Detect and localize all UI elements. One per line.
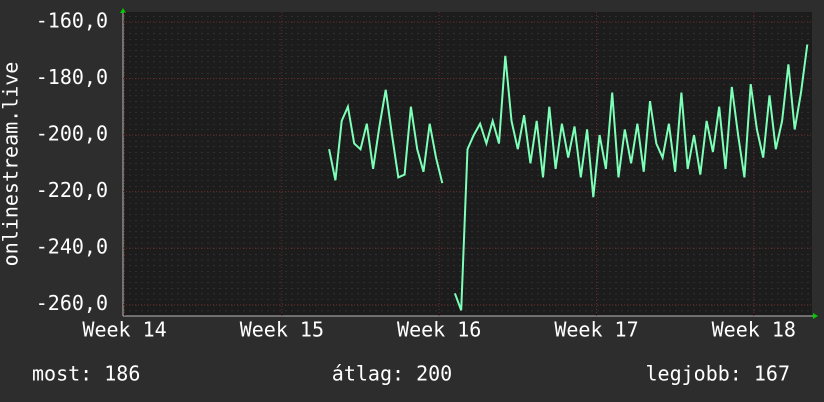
y-tick-label: -180,0 xyxy=(36,65,108,89)
data-line xyxy=(328,44,809,311)
footer-text: legjobb: 167 xyxy=(646,362,791,386)
footer-text: most: 186 xyxy=(32,362,140,386)
y-tick-label: -200,0 xyxy=(36,122,108,146)
x-tick-label: Week 14 xyxy=(82,318,166,342)
y-tick-label: -260,0 xyxy=(36,291,108,315)
y-tick-label: -160,0 xyxy=(36,8,108,32)
y-tick-label: -240,0 xyxy=(36,235,108,259)
footer-text: átlag: 200 xyxy=(332,362,452,386)
x-tick-label: Week 18 xyxy=(712,318,796,342)
x-tick-label: Week 17 xyxy=(554,318,638,342)
x-arrow xyxy=(813,313,818,319)
y-tick-label: -220,0 xyxy=(36,178,108,202)
x-tick-label: Week 15 xyxy=(240,318,324,342)
y-axis-title: onlinestream.live xyxy=(0,62,23,267)
x-tick-label: Week 16 xyxy=(397,318,481,342)
y-arrow xyxy=(120,8,126,13)
